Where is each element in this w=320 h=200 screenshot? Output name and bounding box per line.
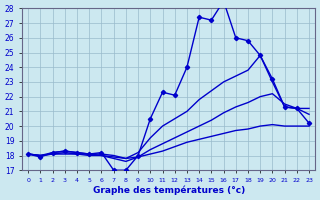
X-axis label: Graphe des températures (°c): Graphe des températures (°c) <box>92 186 245 195</box>
